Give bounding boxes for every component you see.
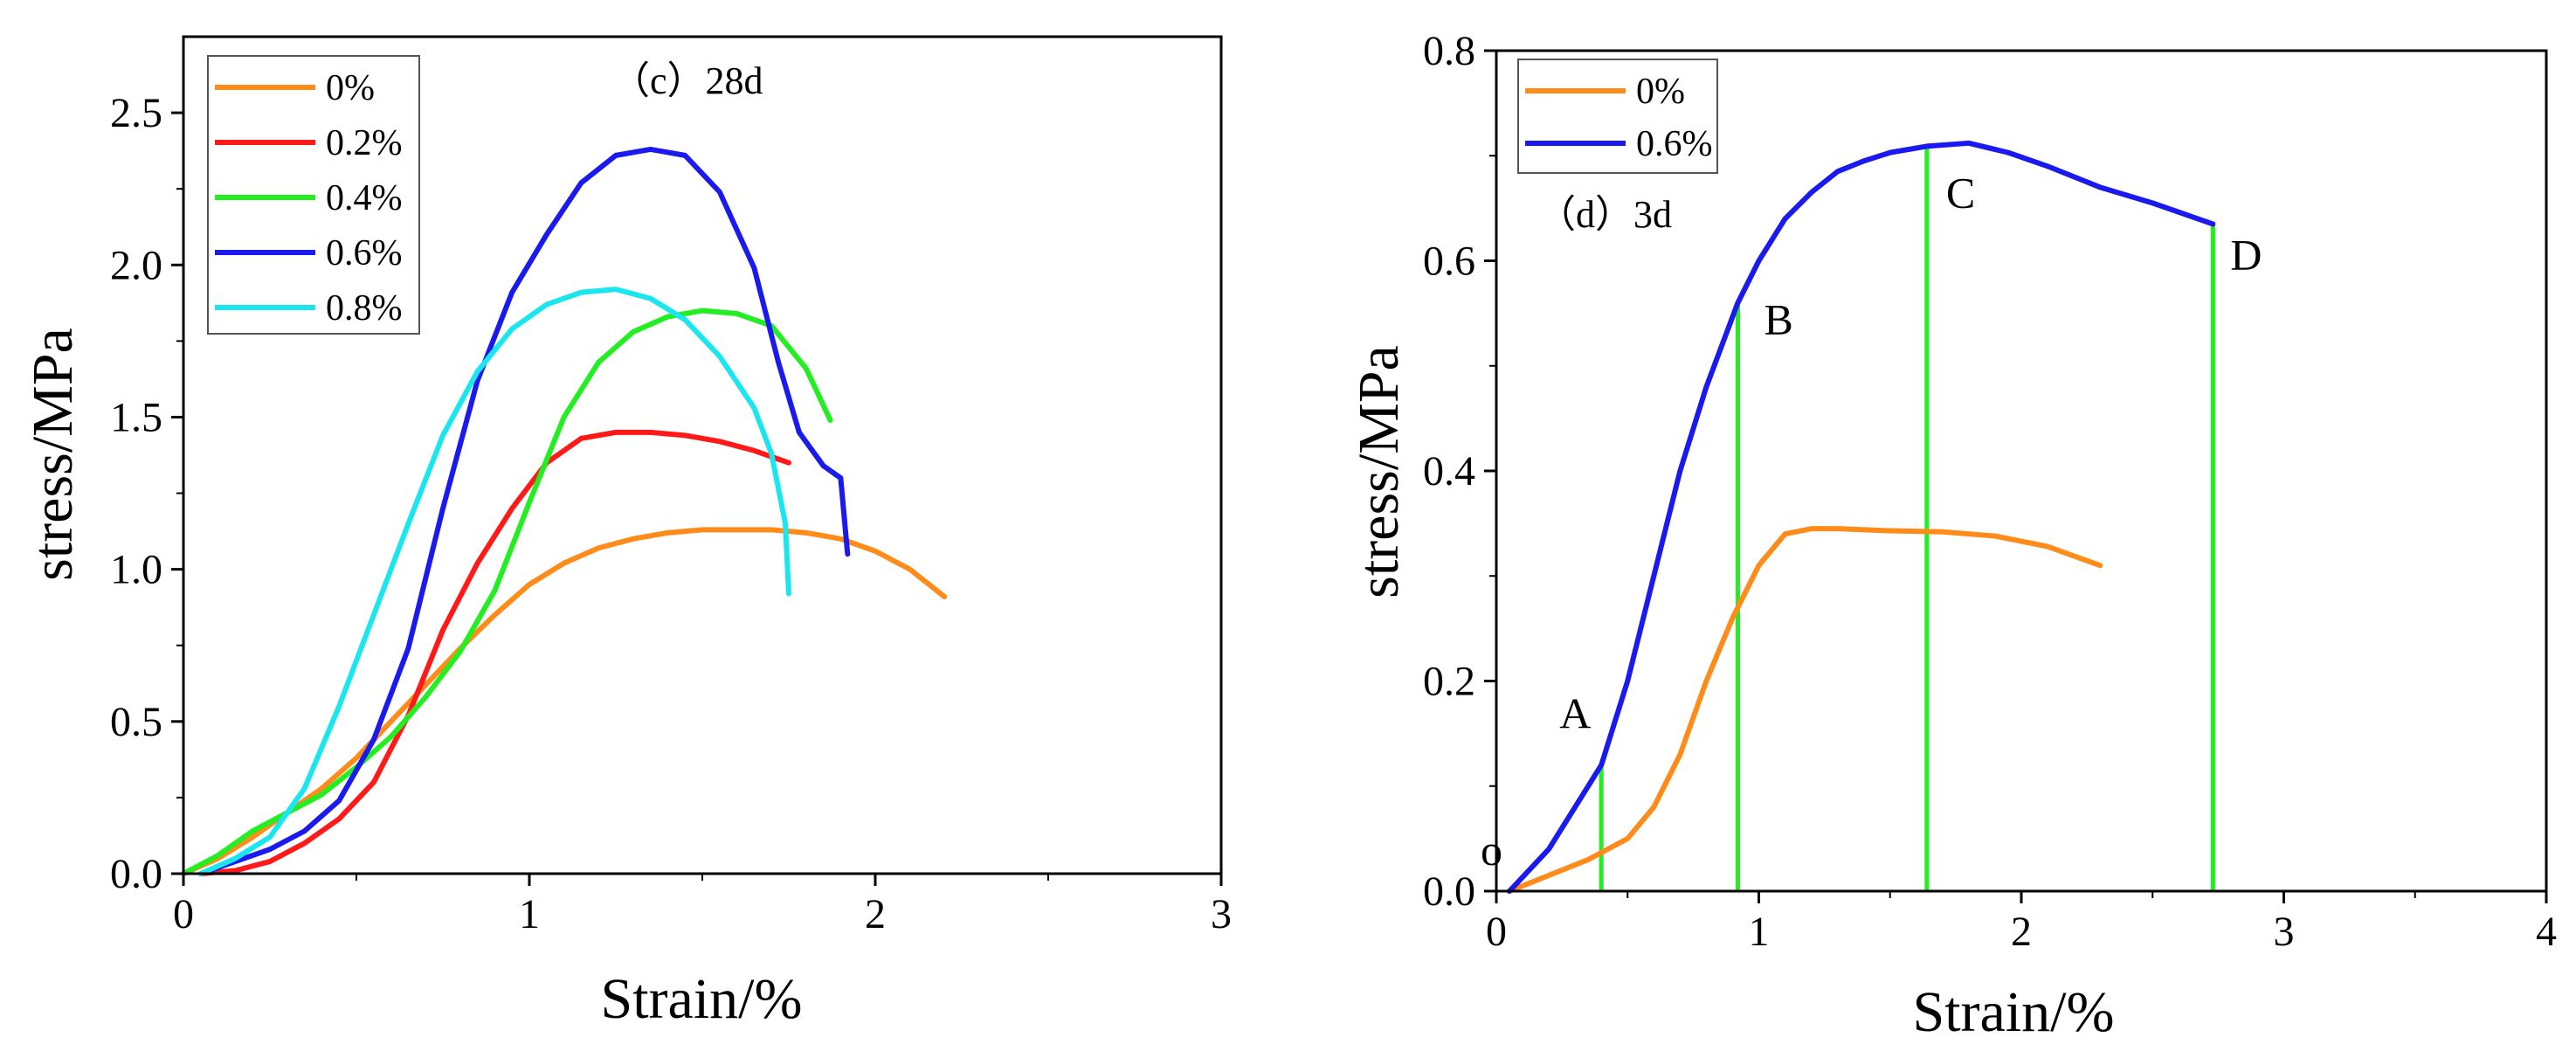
plot-frame <box>1495 49 2548 893</box>
y-tick-label: 0.0 <box>110 851 162 897</box>
marker-label-C: C <box>1946 168 1975 217</box>
legend-label-0.8%: 0.8% <box>326 288 403 328</box>
y-tick-label: 1.0 <box>110 547 162 593</box>
series-line-0.4% <box>181 308 833 876</box>
legend-label-0.6%: 0.6% <box>326 233 403 273</box>
right-xlabel: Strain/% <box>1913 980 2115 1044</box>
legend-label-0%: 0% <box>326 68 375 108</box>
legend-label-0.4%: 0.4% <box>326 178 403 218</box>
panel-right: o A B C D 0 1 2 3 4 0.0 0.2 0.4 0.6 0.8 （d）3d Strain/… <box>1347 28 2557 1044</box>
series-line-0.2% <box>197 429 791 876</box>
right-plot-area <box>1507 140 2216 894</box>
y-tick-label: 0.2 <box>1423 659 1475 705</box>
x-tick-label: 4 <box>2536 909 2557 955</box>
marker-label-A: A <box>1559 689 1591 738</box>
marker-label-D: D <box>2230 230 2262 279</box>
left-ylabel: stress/MPa <box>21 328 85 581</box>
legend-box <box>1517 59 1718 174</box>
y-tick-label: 2.0 <box>110 242 162 288</box>
left-legend: 0% 0.2% 0.4% 0.6% 0.8% <box>207 55 420 335</box>
panel-left: 0 1 2 3 0.0 0.5 1.0 1.5 2.0 2.5 （c）28d Strain/% s… <box>21 35 1232 1031</box>
x-tick-label: 3 <box>2274 909 2295 955</box>
x-tick-label: 1 <box>1749 909 1770 955</box>
right-axes: 0 1 2 3 4 0.0 0.2 0.4 0.6 0.8 <box>1423 28 2557 955</box>
left-xlabel: Strain/% <box>601 967 803 1031</box>
x-tick-label: 0 <box>173 891 194 937</box>
right-annotation: （d）3d <box>1537 193 1672 236</box>
right-ylabel: stress/MPa <box>1347 345 1411 598</box>
y-tick-label: 0.6 <box>1423 239 1475 285</box>
left-annotation: （c）28d <box>611 59 763 102</box>
left-axes: 0 1 2 3 0.0 0.5 1.0 1.5 2.0 2.5 <box>110 35 1232 937</box>
series-line-0.6% <box>1507 140 2216 894</box>
legend-label-0.2%: 0.2% <box>326 123 403 163</box>
right-legend: 0% 0.6% <box>1517 59 1718 174</box>
series-line-0.8% <box>197 287 791 876</box>
y-tick-label: 0.4 <box>1423 448 1475 494</box>
x-tick-label: 2 <box>2011 909 2032 955</box>
right-marker-lines: o A B C D <box>1481 146 2262 891</box>
x-tick-label: 0 <box>1486 909 1507 955</box>
marker-label-o: o <box>1481 826 1502 875</box>
series-line-0% <box>1507 526 2103 894</box>
y-tick-label: 1.5 <box>110 394 162 440</box>
series-line-0% <box>181 527 948 876</box>
x-tick-label: 2 <box>865 891 886 937</box>
legend-label-0.6%: 0.6% <box>1636 124 1713 164</box>
y-tick-label: 0.5 <box>110 699 162 745</box>
series-line-0.6% <box>197 146 851 876</box>
x-tick-label: 3 <box>1211 891 1232 937</box>
marker-label-B: B <box>1764 295 1792 344</box>
y-tick-label: 0.0 <box>1423 868 1475 915</box>
left-plot-area <box>181 146 948 876</box>
y-tick-label: 2.5 <box>110 90 162 136</box>
legend-label-0%: 0% <box>1636 72 1685 112</box>
y-tick-label: 0.8 <box>1423 28 1475 74</box>
x-tick-label: 1 <box>519 891 540 937</box>
